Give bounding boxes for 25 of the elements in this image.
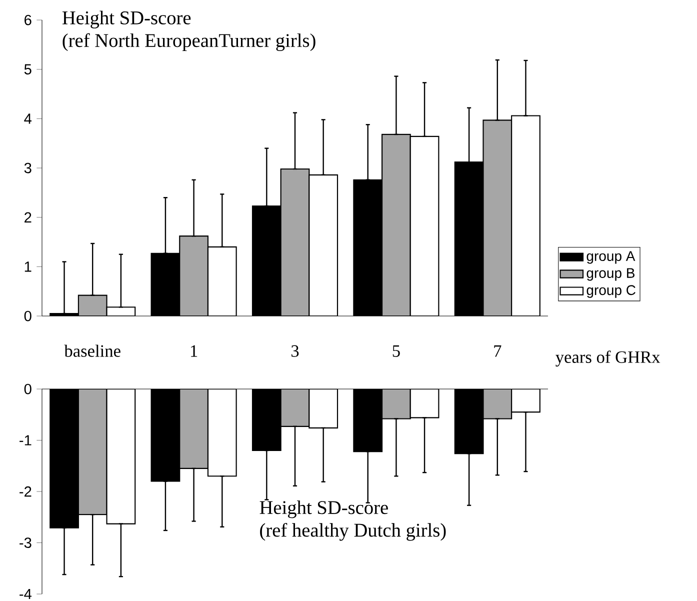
x-axis-title: years of GHRx [556,350,660,367]
chart-title: Height SD-score [62,10,191,28]
x-tick-label: 7 [494,345,502,357]
text: Height SD-score [260,500,388,518]
y-tick-label: -3 [20,538,32,548]
legend-label: group A [586,251,636,264]
y-tick-label: -4 [20,588,32,600]
y-tick-label: 1 [24,262,32,272]
x-tick-label: 3 [292,345,299,357]
y-tick-label: 0 [24,384,32,394]
text: (ref healthy Dutch girls) [260,522,446,541]
y-tick-label: 4 [24,114,32,124]
y-tick-label: -1 [20,435,32,446]
y-tick-label: 5 [24,64,32,74]
x-tick-label: baseline [64,344,120,357]
y-tick-label: 3 [24,162,32,174]
legend-label: group C [586,285,636,298]
y-tick-label: 6 [24,14,32,26]
y-tick-label: 2 [24,212,32,222]
y-tick-label: -2 [20,486,32,497]
x-tick-label: 5 [392,345,400,357]
legend-label: group B [586,268,634,281]
text: (ref North EuropeanTurner girls) [62,33,316,52]
y-tick-label: 0 [24,310,32,322]
x-tick-label: 1 [190,345,198,357]
